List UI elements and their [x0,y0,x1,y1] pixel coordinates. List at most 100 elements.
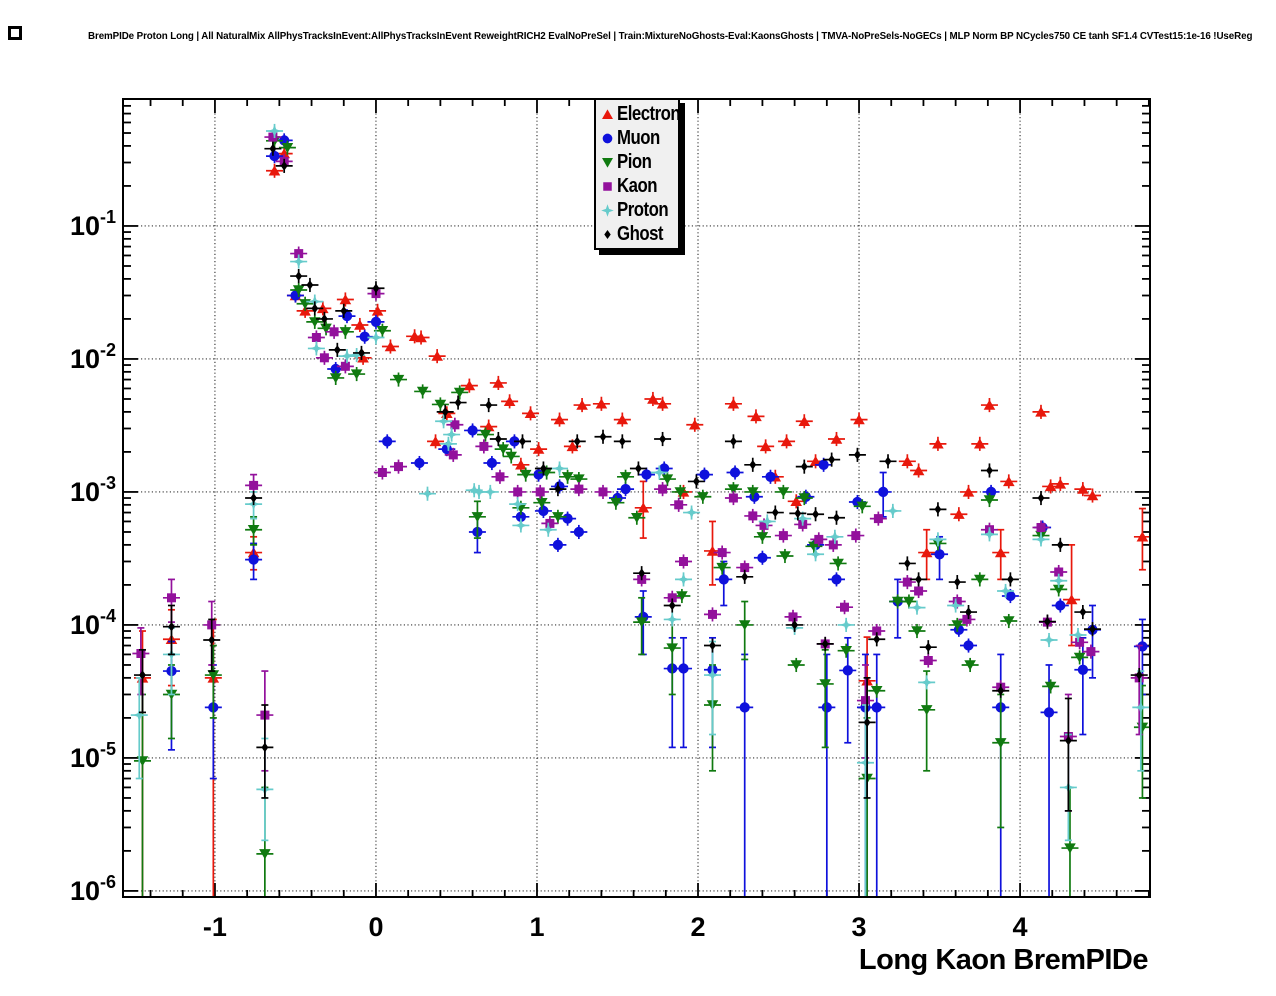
muon-marker-icon [467,425,478,436]
data-point [704,607,722,622]
data-point [947,598,965,613]
legend-label: Electron [617,102,681,125]
data-point [1082,644,1100,659]
data-point [787,494,805,509]
data-point [1040,664,1058,897]
data-point [502,449,520,464]
data-point [744,457,762,472]
data-point [336,292,354,307]
data-point [1084,488,1102,503]
ghost-marker-icon [997,685,1005,696]
data-point [856,704,874,897]
proton-marker-icon [340,349,354,363]
data-point [1071,650,1089,665]
data-point [315,350,333,365]
data-point [1032,532,1050,547]
pion-marker-icon [416,386,429,397]
data-point [900,594,918,609]
ghost-marker-icon [494,434,502,444]
proton-marker-icon [982,527,997,541]
legend-entry-proton: Proton [599,198,678,222]
pion-marker-icon [619,472,632,483]
data-point [464,423,482,438]
ghost-marker-icon [454,397,462,408]
ghost-marker-icon [618,436,626,447]
electron-marker-icon [830,433,843,444]
data-point [795,414,813,429]
data-point [784,609,802,624]
pion-marker-icon [747,487,759,498]
data-point [481,484,499,500]
data-point [266,149,284,164]
electron-marker-icon [962,486,975,497]
data-point [509,497,527,512]
data-point [512,518,530,533]
electron-marker-icon [268,165,281,176]
data-point [827,510,845,525]
data-point [704,638,722,653]
data-point [549,509,567,524]
electron-marker-icon [1044,481,1057,492]
electron-marker-icon [431,350,443,361]
data-point [761,469,779,484]
x-tick-label: 4 [1013,912,1028,942]
data-point [133,648,151,714]
data-point [971,572,989,587]
data-point [427,434,445,449]
ghost-marker-icon [311,303,319,314]
data-point [594,484,612,500]
data-point [663,612,681,627]
kaon-marker-icon [329,327,339,337]
electron-marker-icon [1077,483,1089,494]
legend-entry-electron: Electron [599,102,681,126]
electron-marker-icon [602,108,613,119]
data-point [776,548,794,564]
data-point [570,482,588,497]
data-point [534,503,552,518]
data-point [245,542,263,581]
data-point [1051,598,1069,613]
y-tick-label: 10-5 [70,739,116,773]
data-point [1063,544,1081,647]
muon-marker-icon [718,574,729,585]
ghost-marker-icon [668,600,676,611]
muon-marker-icon [359,331,370,342]
pion-marker-icon [777,487,790,498]
data-point [592,396,610,411]
proton-marker-icon [441,437,455,451]
data-point [950,507,968,522]
proton-marker-icon [369,330,383,345]
data-point [868,632,886,647]
pion-marker-icon [635,617,648,628]
ghost-marker-icon [749,460,757,470]
proton-marker-icon [420,487,435,501]
data-point [910,463,928,478]
muon-marker-icon [562,513,573,524]
ghost-marker-icon [965,607,972,617]
kaon-marker-icon [962,614,972,624]
data-point [818,653,836,897]
pion-marker-icon [259,849,271,860]
pion-marker-icon [676,591,688,602]
data-point [1133,507,1150,571]
kaon-marker-icon [851,531,861,541]
data-point [997,583,1015,599]
data-point [306,314,324,329]
proton-marker-icon [910,601,924,615]
pion-marker-icon [1052,584,1065,595]
pion-marker-icon [281,143,294,154]
data-point [522,406,540,421]
data-point [1051,476,1069,491]
data-point [961,657,979,673]
pion-marker-icon [247,525,260,536]
data-point [823,452,841,467]
ghost-marker-icon [1079,607,1087,617]
electron-marker-icon [974,438,986,449]
muon-marker-icon [765,471,776,482]
ghost-marker-icon [1044,616,1051,627]
data-point [908,600,926,615]
data-point [789,506,807,521]
pion-marker-icon [903,596,915,607]
data-point [847,528,865,543]
data-point [929,436,947,451]
